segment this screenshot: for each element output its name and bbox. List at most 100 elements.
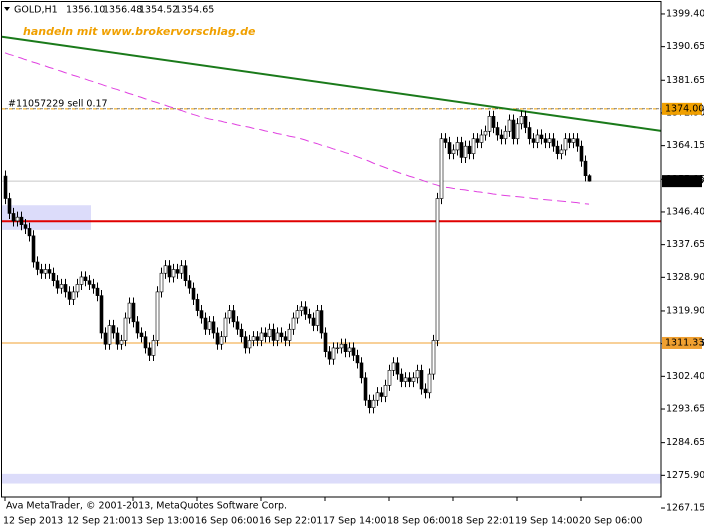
candle-body — [411, 377, 416, 382]
candle-body — [203, 317, 208, 330]
candle-body — [219, 336, 224, 345]
marks-layer — [1, 35, 662, 414]
ohlc-close: 1354.65 — [175, 5, 214, 16]
candle-body — [199, 310, 204, 319]
candle-body — [391, 362, 396, 371]
candle-body — [51, 272, 56, 281]
x-tick-label: 18 Sep 06:00 — [387, 516, 450, 527]
candle-body — [71, 291, 76, 300]
candle-body — [339, 343, 344, 349]
candle-body — [535, 134, 540, 143]
candle-body — [227, 310, 232, 319]
y-tick-label: 1337.65 — [666, 239, 704, 250]
candle-body — [271, 328, 276, 341]
candle-body — [527, 127, 532, 140]
candle-body — [583, 160, 588, 177]
candle-body — [515, 123, 520, 140]
y-tick-label: 1328.90 — [666, 272, 704, 283]
y-tick-label: 1399.40 — [666, 8, 704, 19]
ohlc-low: 1354.52 — [139, 5, 178, 16]
candle-body — [223, 317, 228, 338]
trendline — [1, 35, 662, 132]
candle-body — [571, 138, 576, 143]
candle-body — [375, 392, 380, 401]
candle-body — [419, 370, 424, 390]
candle-body — [503, 130, 508, 140]
candle-body — [91, 284, 96, 289]
candle-body — [487, 116, 492, 132]
order-text: #11057229 sell 0.17 — [8, 98, 108, 109]
candle-body — [243, 336, 248, 349]
candle-body — [95, 287, 100, 296]
candle-body — [267, 328, 272, 338]
candle-body — [11, 213, 16, 222]
ohlc-open: 1356.10 — [66, 5, 105, 16]
ohlc-high: 1356.48 — [103, 5, 142, 16]
candle-body — [463, 145, 468, 158]
candle-body — [167, 265, 172, 278]
candle-body — [479, 134, 484, 143]
candle-body — [43, 269, 48, 274]
candle-body — [207, 321, 212, 330]
candle-body — [307, 314, 312, 319]
candle-body — [371, 399, 376, 409]
y-tick-label: 1284.65 — [666, 437, 704, 448]
candle-body — [427, 373, 432, 394]
candle-body — [551, 138, 556, 147]
level-box — [662, 336, 702, 349]
candle-body — [303, 306, 308, 315]
x-tick-label: 17 Sep 14:00 — [323, 516, 386, 527]
candle-body — [311, 317, 316, 326]
candle-body — [211, 321, 216, 334]
candle-body — [335, 347, 340, 350]
x-tick-label: 12 Sep 2013 — [3, 516, 63, 527]
x-tick-label: 16 Sep 06:00 — [195, 516, 258, 527]
candle-body — [555, 145, 560, 154]
candle-body — [175, 269, 180, 274]
candle-body — [27, 228, 32, 237]
candle-body — [323, 332, 328, 352]
candle-body — [499, 134, 504, 140]
candle-body — [119, 340, 124, 345]
candle-body — [63, 284, 68, 293]
under-layer — [2, 108, 661, 484]
candle-body — [331, 347, 336, 360]
candle-body — [299, 306, 304, 311]
candle-body — [395, 362, 400, 375]
y-tick-label: 1293.65 — [666, 404, 704, 415]
candle-body — [563, 138, 568, 151]
candle-body — [35, 261, 40, 270]
y-tick-label: 1381.65 — [666, 75, 704, 86]
candle-body — [355, 355, 360, 364]
candle-body — [315, 310, 320, 326]
zone — [2, 473, 661, 484]
candle-body — [291, 317, 296, 330]
y-tick-label: 1302.40 — [666, 371, 704, 382]
candle-body — [383, 384, 388, 397]
y-tick-label: 1319.90 — [666, 305, 704, 316]
candle-body — [367, 399, 372, 409]
candle-body — [179, 265, 184, 274]
candle-body — [287, 328, 292, 341]
candle-body — [231, 310, 236, 323]
candle-body — [579, 145, 584, 162]
candle-body — [59, 284, 64, 289]
candle-body — [187, 280, 192, 289]
candle-body — [543, 138, 548, 143]
candle-body — [79, 276, 84, 285]
candle-body — [483, 130, 488, 136]
candle-body — [107, 325, 112, 345]
bid-box — [662, 175, 702, 188]
candle-body — [523, 116, 528, 128]
order-box — [662, 102, 702, 115]
candle-body — [135, 321, 140, 334]
candle-body — [327, 351, 332, 360]
candle-body — [3, 175, 8, 199]
candle-body — [15, 216, 20, 222]
candle-body — [31, 235, 36, 263]
candle-body — [559, 149, 564, 154]
candle-body — [23, 224, 28, 229]
candle-body — [343, 343, 348, 352]
candle-body — [567, 138, 572, 143]
